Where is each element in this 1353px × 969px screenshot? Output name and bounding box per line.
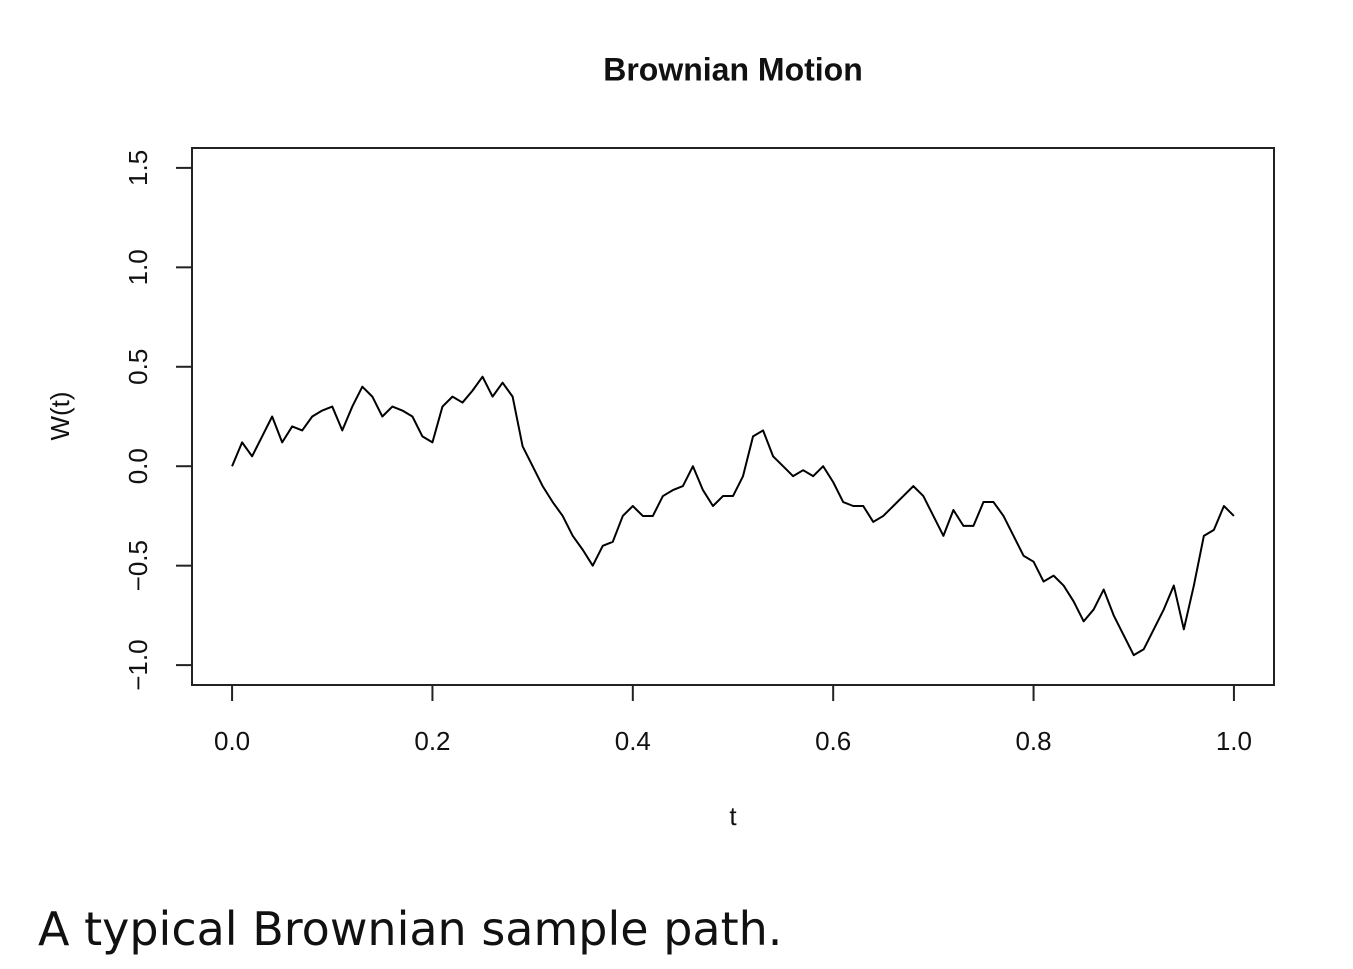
x-axis-label: t — [729, 801, 737, 831]
caption: A typical Brownian sample path. — [38, 902, 782, 956]
y-tick-label: 1.5 — [123, 150, 153, 186]
x-tick-label: 0.6 — [815, 726, 851, 756]
plot-frame — [191, 147, 1275, 686]
x-tick-label: 0.2 — [414, 726, 450, 756]
y-tick-label: 0.0 — [123, 448, 153, 484]
x-tick-label: 0.8 — [1015, 726, 1051, 756]
y-tick-label: 0.5 — [123, 349, 153, 385]
line-series — [231, 375, 1235, 657]
y-tick-label: −0.5 — [123, 540, 153, 591]
x-tick-label: 1.0 — [1216, 726, 1252, 756]
y-axis-label: W(t) — [45, 391, 75, 440]
x-tick-label: 0.0 — [214, 726, 250, 756]
y-tick-label: 1.0 — [123, 249, 153, 285]
chart-title: Brownian Motion — [603, 51, 863, 87]
y-tick-label: −1.0 — [123, 639, 153, 690]
x-tick-label: 0.4 — [615, 726, 651, 756]
